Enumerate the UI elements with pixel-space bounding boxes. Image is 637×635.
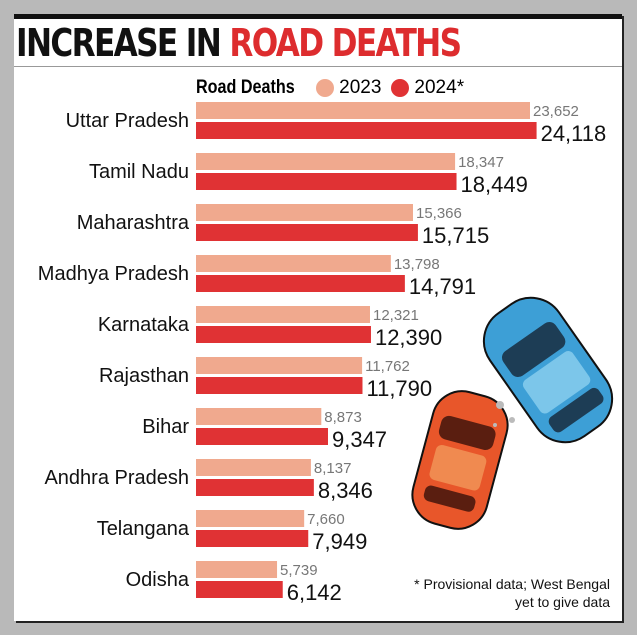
bar-2024-rajasthan <box>196 377 363 394</box>
debris-icon <box>493 401 515 427</box>
category-label: Andhra Pradesh <box>44 467 189 489</box>
data-label-2024: 8,346 <box>318 478 373 503</box>
legend-swatch-2023 <box>316 79 335 97</box>
chart-title: INCREASE IN ROAD DEATHS <box>16 21 462 65</box>
data-label-2024: 11,790 <box>366 376 432 401</box>
bar-2023-odisha <box>196 561 278 578</box>
data-label-2023: 11,762 <box>365 358 410 375</box>
bar-2024-uttar-pradesh <box>196 122 537 139</box>
legend: Road Deaths 2023 2024* <box>196 77 464 99</box>
legend-swatch-2024 <box>391 79 410 97</box>
data-label-2024: 14,791 <box>409 274 476 299</box>
category-label: Rajasthan <box>99 365 189 387</box>
bar-2024-tamil-nadu <box>196 173 457 190</box>
footnote-line-1: * Provisional data; West Bengal <box>414 576 610 592</box>
legend-label-2023: 2023 <box>339 77 382 98</box>
blue-car-icon <box>482 296 614 444</box>
category-label: Uttar Pradesh <box>66 110 189 132</box>
data-label-2024: 15,715 <box>422 223 489 248</box>
legend-label-2024: 2024* <box>414 77 465 98</box>
bar-2024-madhya-pradesh <box>196 275 405 292</box>
title-part-red: ROAD DEATHS <box>229 21 462 65</box>
bar-2023-rajasthan <box>196 357 363 374</box>
footnote-line-2: yet to give data <box>515 594 610 610</box>
bar-2024-andhra-pradesh <box>196 479 314 496</box>
bar-2023-bihar <box>196 408 322 425</box>
data-label-2023: 8,137 <box>314 460 352 477</box>
bar-2024-karnataka <box>196 326 371 343</box>
bar-2024-telangana <box>196 530 309 547</box>
bar-2023-tamil-nadu <box>196 153 456 170</box>
category-label: Telangana <box>97 518 190 540</box>
category-label: Maharashtra <box>77 212 190 234</box>
bar-2023-karnataka <box>196 306 370 323</box>
category-label: Bihar <box>142 416 189 438</box>
legend-title: Road Deaths <box>196 77 295 98</box>
data-label-2024: 7,949 <box>312 529 367 554</box>
data-label-2024: 18,449 <box>461 172 528 197</box>
data-label-2023: 7,660 <box>307 511 345 528</box>
bar-2023-madhya-pradesh <box>196 255 391 272</box>
data-label-2023: 12,321 <box>373 307 419 324</box>
data-label-2024: 24,118 <box>541 121 607 146</box>
category-label: Karnataka <box>98 314 190 336</box>
bar-2023-telangana <box>196 510 305 527</box>
data-label-2023: 18,347 <box>458 154 504 171</box>
bar-2023-andhra-pradesh <box>196 459 311 476</box>
category-label: Madhya Pradesh <box>38 263 189 285</box>
bar-2024-maharashtra <box>196 224 418 241</box>
data-label-2024: 6,142 <box>287 580 342 605</box>
data-label-2023: 23,652 <box>533 103 579 120</box>
data-label-2023: 8,873 <box>324 409 362 426</box>
data-label-2024: 12,390 <box>375 325 442 350</box>
data-label-2023: 15,366 <box>416 205 462 222</box>
bar-2023-maharashtra <box>196 204 413 221</box>
car-crash-illustration <box>411 296 614 530</box>
category-label: Odisha <box>126 569 190 591</box>
orange-car-icon <box>411 390 509 530</box>
bar-2024-bihar <box>196 428 328 445</box>
footnote: * Provisional data; West Bengal yet to g… <box>414 575 610 611</box>
data-label-2023: 13,798 <box>394 256 440 273</box>
data-label-2024: 9,347 <box>332 427 387 452</box>
category-label: Tamil Nadu <box>89 161 189 183</box>
bar-2023-uttar-pradesh <box>196 102 530 119</box>
bar-2024-odisha <box>196 581 283 598</box>
title-part-black: INCREASE IN <box>16 21 222 65</box>
title-divider <box>14 66 622 67</box>
data-label-2023: 5,739 <box>280 562 318 579</box>
